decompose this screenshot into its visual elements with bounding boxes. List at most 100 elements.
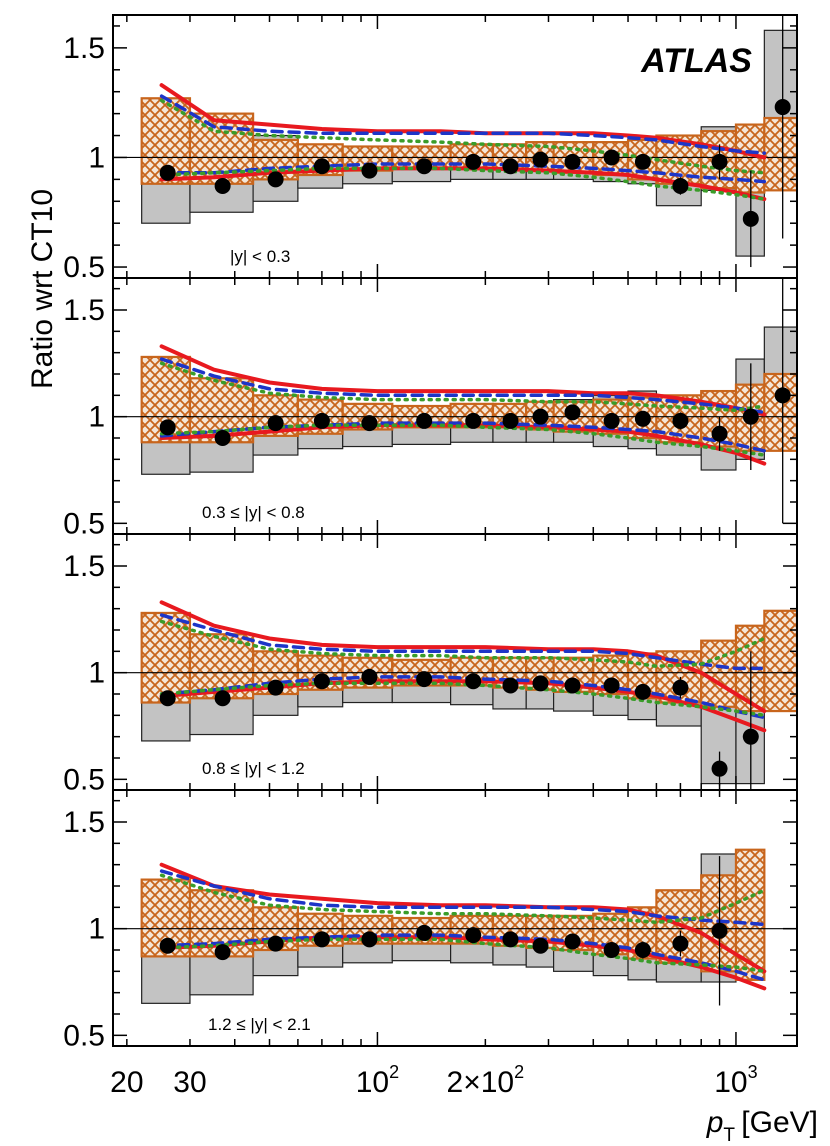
y-tick-label: 1 [88, 657, 105, 690]
data-point [465, 927, 482, 944]
data-point [267, 171, 284, 188]
data-point [502, 412, 519, 429]
data-point [313, 158, 330, 175]
data-point [564, 933, 581, 950]
y-tick-label: 0.5 [63, 1019, 105, 1052]
theory-curve-blue-upper [159, 94, 767, 155]
data-point [634, 942, 651, 958]
theory-curve-red-upper [159, 600, 767, 714]
rapidity-range-label: 0.8 ≤ |y| < 1.2 [202, 759, 305, 778]
theory-uncertainty-band [763, 609, 797, 713]
data-point [361, 931, 378, 948]
theory-curve-blue-upper [159, 357, 767, 415]
y-tick-label: 1 [88, 141, 105, 174]
y-tick-label: 1.5 [63, 550, 105, 583]
theory-uncertainty-band [734, 848, 766, 981]
y-tick-label: 1.5 [63, 806, 105, 839]
data-point [672, 412, 689, 429]
atlas-label: ATLAS [640, 42, 752, 80]
data-point [742, 408, 759, 425]
theory-curve-green-lower [159, 166, 767, 201]
panel-frame [112, 789, 798, 1047]
data-point [672, 679, 689, 696]
data-point [313, 931, 330, 948]
data-point [214, 944, 231, 961]
data-point [711, 153, 728, 170]
data-point [672, 935, 689, 952]
data-point [774, 99, 791, 116]
data-point [313, 412, 330, 429]
data-point [465, 673, 482, 690]
data-point [742, 728, 759, 745]
theory-curve-green-upper [159, 873, 767, 925]
rapidity-range-label: 0.3 ≤ |y| < 0.8 [202, 503, 305, 522]
theory-curve-green-upper [159, 361, 767, 413]
theory-curve-red-lower [159, 423, 767, 466]
y-tick-label: 1 [88, 913, 105, 946]
x-tick-label: 2×102 [447, 1062, 525, 1099]
theory-curve-green-upper [159, 619, 767, 669]
data-point [159, 690, 176, 707]
data-point [159, 419, 176, 436]
data-point [603, 942, 620, 958]
rapidity-range-label: 1.2 ≤ |y| < 2.1 [208, 1015, 311, 1034]
data-point [214, 690, 231, 707]
theory-uncertainty-band [763, 372, 797, 452]
data-point [711, 760, 728, 777]
data-point [159, 937, 176, 954]
data-point [416, 412, 433, 429]
y-tick-label: 1 [88, 401, 105, 434]
data-point [634, 410, 651, 427]
data-point [267, 679, 284, 696]
data-point [634, 153, 651, 170]
theory-uncertainty-band [140, 611, 192, 704]
data-point [361, 415, 378, 432]
data-point [603, 149, 620, 166]
data-point [532, 937, 549, 954]
data-point [416, 924, 433, 941]
data-point [361, 668, 378, 685]
data-point [502, 931, 519, 948]
data-point [564, 677, 581, 694]
y-axis-label: Ratio wrt CT10 [26, 189, 59, 389]
x-axis-title: pT [GeV] [706, 1106, 818, 1146]
data-point [267, 935, 284, 952]
data-point [603, 677, 620, 694]
panel-plot-area [113, 848, 797, 1006]
data-point [564, 404, 581, 421]
panel-1: 0.5 1 1.5 |y| < 0.3 [63, 14, 798, 284]
x-tick-label: 30 [173, 1066, 206, 1099]
x-axis-unit: [GeV] [741, 1106, 818, 1139]
data-point [774, 387, 791, 404]
x-axis-variable: p [706, 1106, 724, 1139]
data-point [603, 412, 620, 429]
x-axis: 20 30 102 2×102 103 [110, 1062, 758, 1099]
data-point [214, 177, 231, 194]
data-point [502, 677, 519, 694]
x-tick-label: 103 [714, 1062, 757, 1099]
data-point [465, 153, 482, 170]
panels: 0.511.5|y| < 0.30.511.50.3 ≤ |y| < 0.80.… [63, 14, 798, 1052]
data-point [313, 673, 330, 690]
data-point [742, 210, 759, 227]
y-tick-label: 0.5 [63, 507, 105, 540]
panel-2: 0.5 1 1.5 0.3 ≤ |y| < 0.8 [63, 277, 798, 540]
data-point [564, 153, 581, 170]
data-point [416, 671, 433, 688]
y-tick-label: 1.5 [63, 294, 105, 327]
panel-3: 0.5 1 1.5 0.8 ≤ |y| < 1.2 [63, 533, 798, 796]
data-point [711, 922, 728, 939]
theory-curve-blue-lower [159, 675, 767, 720]
x-tick-label: 102 [356, 1062, 399, 1099]
data-point [416, 158, 433, 175]
data-point [672, 177, 689, 194]
data-point [214, 430, 231, 446]
svg-text:pT: pT [706, 1106, 736, 1146]
data-point [267, 415, 284, 432]
x-tick-label: 20 [110, 1066, 143, 1099]
y-tick-label: 1.5 [63, 32, 105, 65]
data-point [361, 162, 378, 179]
y-tick-label: 0.5 [63, 763, 105, 796]
data-point [532, 151, 549, 168]
